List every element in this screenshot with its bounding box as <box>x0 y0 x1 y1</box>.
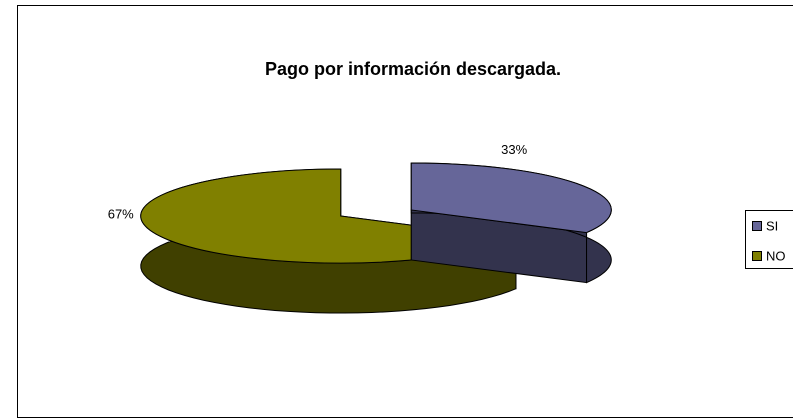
legend-label: SI <box>766 218 778 233</box>
legend-swatch <box>752 251 762 261</box>
legend-label: NO <box>766 248 786 263</box>
legend-swatch <box>752 221 762 231</box>
slice <box>410 162 612 234</box>
chart-title: Pago por información descargada. <box>265 59 561 79</box>
legend: SI NO <box>745 210 793 269</box>
data-label: 33% <box>501 142 527 157</box>
plot: 67% 33% <box>108 142 612 314</box>
data-label: 67% <box>108 206 134 221</box>
